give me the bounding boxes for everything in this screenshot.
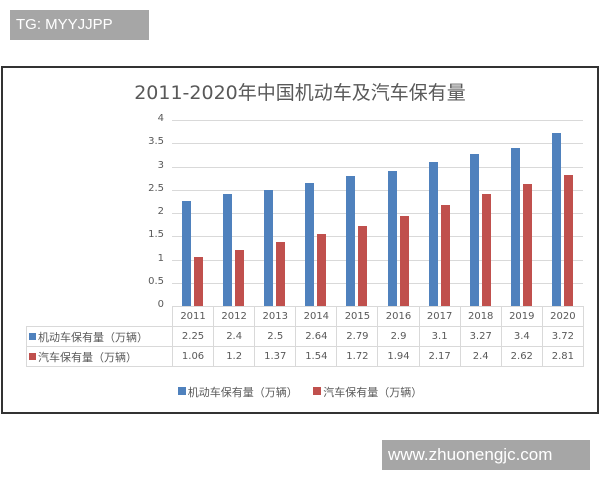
- series-label: 汽车保有量（万辆）: [26, 346, 173, 367]
- watermark-bottom: www.zhuonengjc.com: [382, 440, 590, 470]
- y-tick-label: 4: [157, 113, 164, 124]
- category-label: 2020: [541, 306, 584, 327]
- category-label: 2019: [500, 306, 543, 327]
- category-label: 2014: [295, 306, 338, 327]
- bar-series-0-2018: [469, 153, 479, 306]
- y-tick-label: 2: [157, 206, 164, 217]
- gridline: [172, 189, 583, 191]
- gridline: [172, 143, 583, 145]
- data-cell: 2.81: [541, 346, 584, 367]
- data-cell: 1.2: [213, 346, 256, 367]
- y-tick-label: 0: [157, 299, 164, 310]
- data-cell: 1.54: [295, 346, 338, 367]
- data-cell: 3.4: [500, 326, 543, 347]
- legend-item-series-1: 汽车保有量（万辆）: [313, 384, 422, 400]
- y-tick-label: 3: [157, 159, 164, 171]
- data-cell: 3.1: [418, 326, 461, 347]
- bar-series-1-2014: [317, 234, 327, 306]
- category-label: 2013: [254, 306, 297, 327]
- category-label: 2018: [459, 306, 502, 327]
- bar-series-0-2015: [346, 176, 356, 306]
- plot-area: [172, 120, 583, 307]
- bar-series-1-2016: [399, 215, 409, 306]
- bar-series-1-2015: [358, 226, 368, 306]
- bar-series-1-2017: [440, 205, 450, 306]
- bar-series-1-2013: [276, 242, 286, 306]
- data-table-row-series-1: 汽车保有量（万辆） 1.06 1.2 1.37 1.54 1.72 1.94 2.17 2.4…: [26, 346, 584, 367]
- y-tick-label: 3.5: [148, 136, 164, 148]
- bar-series-0-2019: [510, 147, 520, 306]
- series-1-name: 汽车保有量（万辆）: [38, 350, 137, 364]
- data-cell: 2.17: [418, 346, 461, 367]
- bar-series-0-2014: [305, 183, 315, 306]
- y-tick-label: 1: [157, 252, 164, 264]
- bar-series-1-2018: [481, 194, 491, 306]
- data-cell: 2.64: [295, 326, 338, 347]
- bar-series-0-2011: [182, 201, 192, 306]
- category-label: 2015: [336, 306, 379, 327]
- gridline: [172, 213, 583, 214]
- data-cell: 2.4: [459, 346, 502, 367]
- series-1-key-icon: [29, 352, 36, 360]
- gridline: [172, 166, 583, 168]
- gridline: [172, 259, 583, 261]
- category-label: 2017: [418, 306, 461, 327]
- data-cell: 2.62: [500, 346, 543, 367]
- gridline: [172, 282, 583, 284]
- legend-series-1-swatch-icon: [313, 387, 322, 395]
- series-0-key-icon: [29, 332, 36, 340]
- bar-series-0-2012: [223, 194, 233, 306]
- data-cell: 2.4: [213, 326, 256, 347]
- data-cell: 3.72: [541, 326, 584, 347]
- watermark-top: TG: MYYJJPP: [10, 10, 149, 40]
- legend-series-0-label: 机动车保有量（万辆）: [187, 386, 298, 399]
- data-cell: 1.94: [377, 346, 420, 367]
- category-label: 2011: [171, 306, 215, 327]
- data-cell: 2.25: [171, 326, 215, 347]
- chart-title: 2011-2020年中国机动车及汽车保有量: [134, 82, 466, 104]
- bar-series-1-2019: [522, 184, 532, 306]
- bar-series-1-2012: [235, 250, 245, 306]
- bar-series-1-2020: [563, 175, 573, 306]
- bar-series-0-2016: [387, 171, 397, 306]
- legend-item-series-0: 机动车保有量（万辆）: [177, 384, 298, 400]
- legend: 机动车保有量（万辆） 汽车保有量（万辆）: [0, 384, 600, 400]
- data-table: 2011 2012 2013 2014 2015 2016 2017 2018 2019 2020…: [26, 306, 584, 367]
- data-cell: 2.5: [254, 326, 297, 347]
- data-cell: 1.72: [336, 346, 379, 367]
- data-table-header-row: 2011 2012 2013 2014 2015 2016 2017 2018 2019 2020: [26, 306, 584, 327]
- gridline: [172, 120, 583, 121]
- bar-series-0-2017: [428, 161, 438, 306]
- data-cell: 1.06: [171, 346, 215, 367]
- data-cell: 1.37: [254, 346, 297, 367]
- legend-series-1-label: 汽车保有量（万辆）: [323, 386, 423, 399]
- bar-series-0-2020: [551, 133, 561, 306]
- data-table-row-series-0: 机动车保有量（万辆） 2.25 2.4 2.5 2.64 2.79 2.9 3.1 3.27 3…: [26, 326, 584, 347]
- data-cell: 2.9: [377, 326, 420, 347]
- legend-series-0-swatch-icon: [177, 387, 186, 395]
- gridline: [172, 236, 583, 238]
- y-tick-label: 0.5: [148, 275, 164, 287]
- data-cell: 3.27: [459, 326, 502, 347]
- bar-series-1-2011: [194, 256, 204, 306]
- y-tick-label: 1.5: [148, 229, 164, 241]
- category-label: 2012: [213, 306, 256, 327]
- y-tick-label: 2.5: [148, 182, 164, 194]
- series-0-name: 机动车保有量（万辆）: [38, 330, 148, 344]
- data-cell: 2.79: [336, 326, 379, 347]
- category-label: 2016: [377, 306, 420, 327]
- bar-series-0-2013: [264, 189, 274, 306]
- series-label: 机动车保有量（万辆）: [26, 326, 173, 347]
